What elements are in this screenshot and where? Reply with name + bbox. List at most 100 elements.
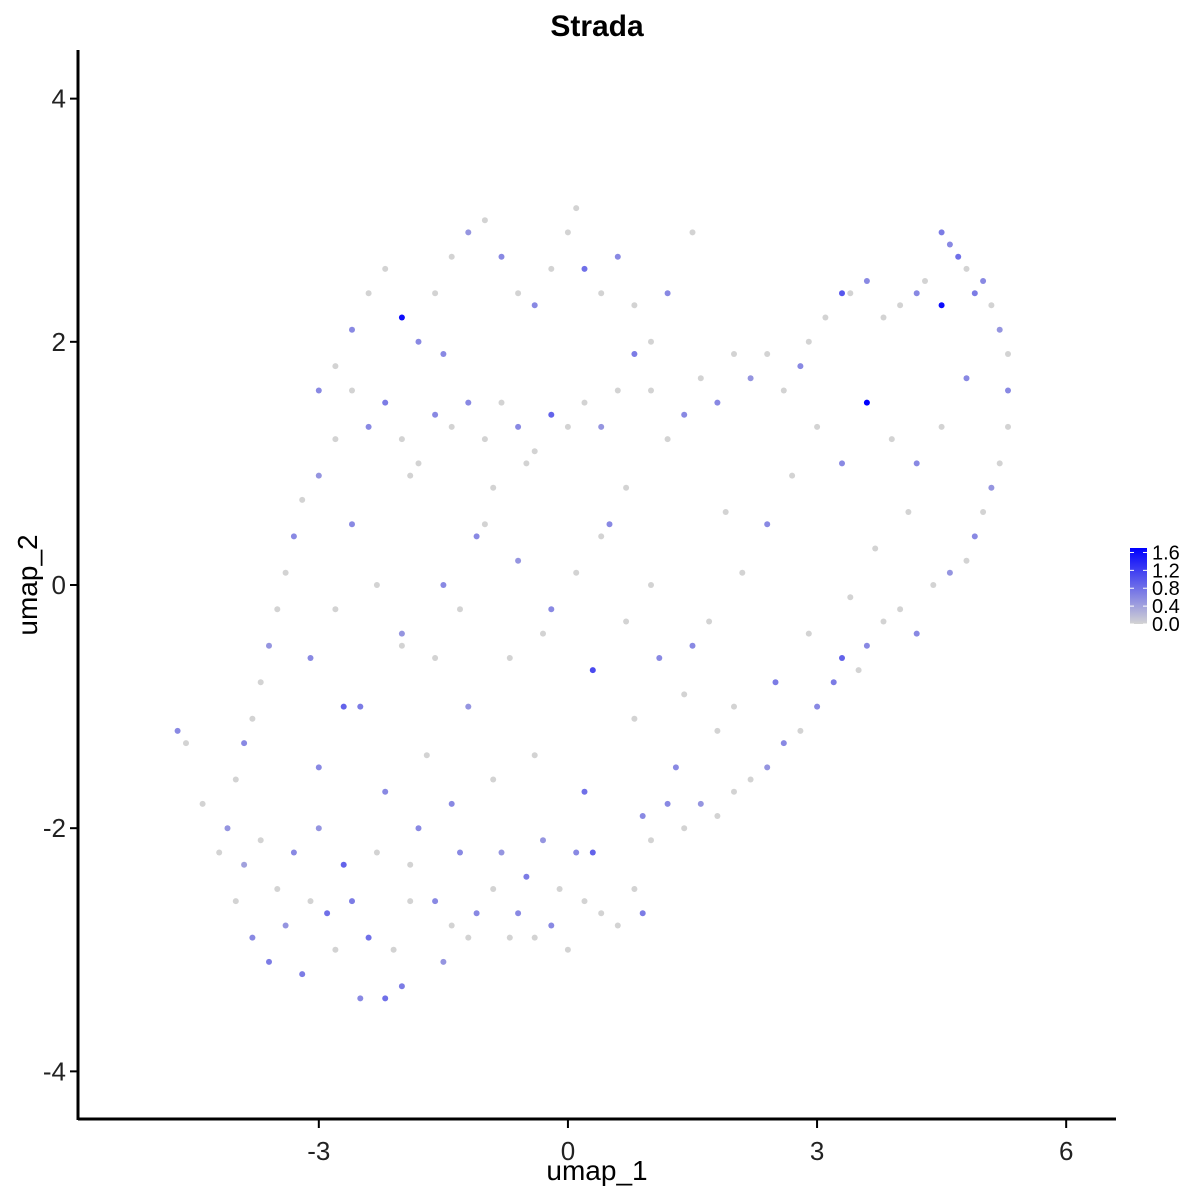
- data-point: [481, 217, 488, 224]
- data-point: [980, 278, 987, 284]
- data-point: [747, 776, 754, 783]
- data-point: [548, 922, 555, 929]
- data-point: [814, 423, 821, 430]
- data-point: [432, 411, 439, 418]
- data-point: [523, 873, 530, 880]
- data-point: [373, 582, 380, 588]
- data-point: [498, 253, 505, 260]
- data-point: [863, 278, 870, 284]
- data-point: [946, 241, 953, 248]
- data-point: [913, 290, 920, 297]
- data-point: [398, 630, 405, 637]
- x-tick-label: 6: [1059, 1136, 1073, 1166]
- data-point: [564, 229, 571, 236]
- data-point: [216, 849, 223, 856]
- data-point: [797, 363, 804, 370]
- data-point: [523, 460, 530, 467]
- data-point: [589, 849, 596, 856]
- data-point: [839, 460, 845, 467]
- data-point: [980, 509, 987, 515]
- data-point: [241, 740, 248, 747]
- data-point: [349, 521, 355, 528]
- data-point: [382, 265, 389, 272]
- data-point: [963, 557, 970, 564]
- data-point: [573, 849, 580, 856]
- data-point: [440, 351, 447, 357]
- data-point: [573, 569, 580, 576]
- data-point: [731, 788, 737, 795]
- legend-tick-label: 1.6: [1152, 542, 1180, 564]
- data-point: [930, 582, 937, 588]
- data-point: [955, 253, 962, 260]
- data-point: [465, 934, 472, 941]
- data-point: [847, 594, 854, 601]
- data-point: [531, 934, 538, 941]
- data-point: [606, 521, 613, 528]
- legend-tick-label: 1.2: [1152, 560, 1180, 582]
- data-point: [282, 922, 289, 929]
- data-point: [963, 375, 970, 382]
- data-point: [639, 910, 646, 917]
- y-ticks: -4 -2 0 2 4: [43, 84, 78, 1086]
- data-point: [515, 290, 522, 297]
- data-point: [614, 922, 621, 929]
- data-point: [506, 655, 513, 661]
- data-point: [515, 423, 522, 430]
- data-point: [357, 995, 364, 1002]
- data-point: [747, 375, 754, 382]
- data-point: [548, 411, 555, 418]
- data-point: [648, 338, 654, 345]
- data-point: [772, 679, 779, 686]
- color-legend: 1.61.20.80.40.0: [1130, 542, 1180, 636]
- data-point: [614, 253, 621, 260]
- data-point: [548, 606, 555, 613]
- data-point: [664, 290, 671, 297]
- points-layer: [174, 205, 1011, 1002]
- data-point: [324, 910, 331, 917]
- data-point: [457, 849, 463, 856]
- data-point: [614, 387, 621, 394]
- data-point: [398, 642, 405, 649]
- data-point: [266, 958, 272, 965]
- data-point: [598, 533, 605, 540]
- data-point: [648, 837, 654, 844]
- data-point: [465, 703, 472, 710]
- data-point: [722, 509, 729, 515]
- y-tick-label: 2: [52, 327, 66, 357]
- data-point: [315, 472, 322, 479]
- data-point: [290, 533, 297, 540]
- data-point: [432, 655, 439, 661]
- data-point: [274, 606, 281, 613]
- data-point: [805, 630, 812, 637]
- data-point: [598, 423, 605, 430]
- data-point: [681, 825, 688, 832]
- data-point: [714, 813, 721, 819]
- data-point: [805, 338, 812, 345]
- data-point: [531, 752, 538, 759]
- data-point: [764, 351, 771, 357]
- data-point: [199, 800, 206, 807]
- data-point: [839, 655, 845, 661]
- data-point: [897, 302, 904, 309]
- y-axis-label: umap_2: [12, 534, 43, 635]
- data-point: [515, 910, 522, 917]
- data-point: [241, 861, 248, 868]
- data-point: [382, 995, 389, 1002]
- x-tick-label: 0: [561, 1136, 575, 1166]
- data-point: [390, 946, 397, 953]
- data-point: [664, 800, 671, 807]
- data-point: [880, 314, 887, 321]
- data-point: [631, 886, 638, 892]
- data-point: [448, 423, 455, 430]
- data-point: [515, 557, 522, 564]
- data-point: [648, 387, 654, 394]
- data-point: [373, 849, 380, 856]
- data-point: [697, 375, 704, 382]
- data-point: [257, 679, 264, 686]
- data-point: [382, 788, 389, 795]
- data-point: [872, 545, 879, 552]
- x-axis-label: umap_1: [546, 1155, 647, 1186]
- data-point: [365, 934, 372, 941]
- data-point: [415, 825, 422, 832]
